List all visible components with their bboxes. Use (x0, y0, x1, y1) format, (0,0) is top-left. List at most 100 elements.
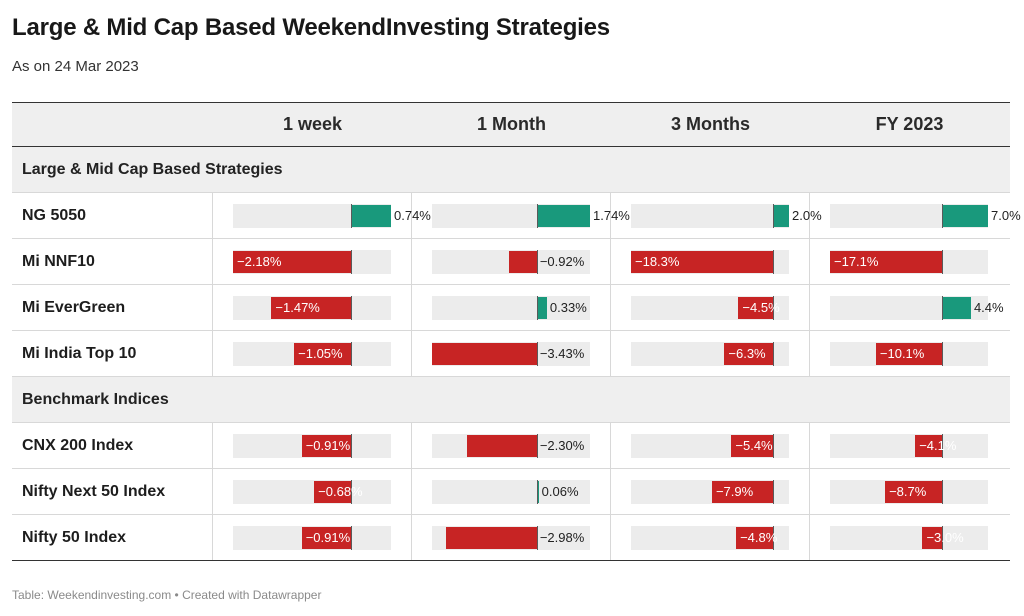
value-bar (736, 527, 774, 549)
row-label: Nifty 50 Index (12, 515, 213, 560)
zero-axis-line (773, 342, 775, 366)
value-bar (711, 481, 774, 503)
value-label: −8.7% (889, 484, 927, 499)
zero-axis-line (536, 250, 538, 274)
table-body: Large & Mid Cap Based Strategies NG 5050 0… (12, 147, 1021, 561)
value-cell: −4.5% (611, 285, 810, 330)
page-title: Large & Mid Cap Based WeekendInvesting S… (12, 14, 610, 41)
column-header-1-month[interactable]: 1 Month (477, 114, 546, 134)
value-bar (294, 343, 351, 365)
zero-axis-line (942, 434, 944, 458)
value-cell: −1.47% (213, 285, 412, 330)
table-row: Nifty 50 Index −0.91% −2.98% −4.8% −3.0% (12, 515, 1010, 561)
value-label: −1.47% (275, 300, 320, 315)
value-bar (773, 205, 789, 227)
value-bar (536, 205, 590, 227)
column-header-1-week[interactable]: 1 week (282, 114, 343, 134)
bar-track: −5.4% (631, 434, 789, 458)
value-bar (942, 205, 988, 227)
row-label: Mi EverGreen (12, 285, 213, 330)
value-bar (738, 297, 774, 319)
value-cell: 1.74% (412, 193, 630, 238)
value-cell: −4.1% (810, 423, 1009, 468)
bar-track: −7.9% (631, 480, 789, 504)
table-row: Mi EverGreen −1.47% 0.33% −4.5% 4.4% (12, 285, 1010, 331)
value-cell: 0.33% (412, 285, 611, 330)
zero-axis-line (773, 204, 775, 228)
zero-axis-line (350, 480, 352, 504)
value-label: −1.05% (298, 346, 343, 361)
value-bar (875, 343, 943, 365)
value-bar (271, 297, 351, 319)
bar-track: −10.1% (830, 342, 988, 366)
value-cell: −0.68% (213, 469, 412, 514)
column-header-fy-2023[interactable]: FY 2023 (875, 114, 944, 134)
value-bar (432, 343, 537, 365)
value-bar (922, 527, 943, 549)
value-label: −5.4% (735, 438, 773, 453)
bar-track: −0.91% (233, 526, 391, 550)
value-label: −2.98% (539, 530, 585, 545)
value-bar (301, 527, 351, 549)
value-bar (350, 205, 391, 227)
column-header-3-months[interactable]: 3 Months (671, 114, 750, 134)
value-cell: −10.1% (810, 331, 1009, 376)
zero-axis-line (350, 342, 352, 366)
zero-axis-line (536, 296, 538, 320)
value-cell: 0.06% (412, 469, 611, 514)
value-bar (731, 435, 774, 457)
table-row: CNX 200 Index −0.91% −2.30% −5.4% −4.1% (12, 423, 1010, 469)
bar-track: −4.1% (830, 434, 988, 458)
zero-axis-line (536, 434, 538, 458)
value-label: −7.9% (715, 484, 754, 499)
value-cell: −1.05% (213, 331, 412, 376)
bar-track: 0.33% (432, 296, 590, 320)
value-cell: 7.0% (810, 193, 1021, 238)
source-footer: Table: Weekendinvesting.com • Created wi… (12, 588, 322, 602)
value-label: −3.0% (926, 530, 964, 545)
value-bar (830, 251, 943, 273)
value-bar (885, 481, 943, 503)
value-label: −0.92% (539, 254, 585, 269)
value-label: 2.0% (792, 208, 822, 223)
value-cell: −2.98% (412, 515, 611, 560)
value-label: −4.8% (740, 530, 778, 545)
section-header: Benchmark Indices (12, 377, 1010, 423)
table-row: NG 5050 0.74% 1.74% 2.0% 7.0% (12, 193, 1021, 239)
bar-track: −0.92% (432, 250, 590, 274)
value-cell: −7.9% (611, 469, 810, 514)
zero-axis-line (773, 434, 775, 458)
value-label: −17.1% (834, 254, 879, 269)
zero-axis-line (350, 434, 352, 458)
bar-track: −4.5% (631, 296, 789, 320)
zero-axis-line (350, 296, 352, 320)
zero-axis-line (536, 342, 538, 366)
value-label: −2.30% (539, 438, 585, 453)
value-cell: −3.43% (412, 331, 611, 376)
value-label: 4.4% (973, 300, 1004, 315)
bar-track: −18.3% (631, 250, 789, 274)
zero-axis-line (942, 250, 944, 274)
value-bar (445, 527, 537, 549)
zero-axis-line (942, 204, 944, 228)
zero-axis-line (942, 342, 944, 366)
bar-track: −2.98% (432, 526, 590, 550)
zero-axis-line (942, 526, 944, 550)
value-label: −3.43% (539, 346, 585, 361)
value-label: −10.1% (879, 346, 925, 361)
zero-axis-line (536, 526, 538, 550)
bar-track: −1.05% (233, 342, 391, 366)
value-label: 0.06% (541, 484, 579, 499)
bar-track: −4.8% (631, 526, 789, 550)
row-label: CNX 200 Index (12, 423, 213, 468)
bar-track: −6.3% (631, 342, 789, 366)
zero-axis-line (350, 526, 352, 550)
value-label: −6.3% (728, 346, 766, 361)
value-label: 1.74% (593, 208, 630, 223)
value-label: −0.91% (305, 530, 351, 545)
bar-track: −1.47% (233, 296, 391, 320)
value-cell: −4.8% (611, 515, 810, 560)
performance-table: 1 week 1 Month 3 Months FY 2023 Large & … (12, 102, 1021, 561)
value-bar (724, 343, 774, 365)
value-cell: 4.4% (810, 285, 1009, 330)
